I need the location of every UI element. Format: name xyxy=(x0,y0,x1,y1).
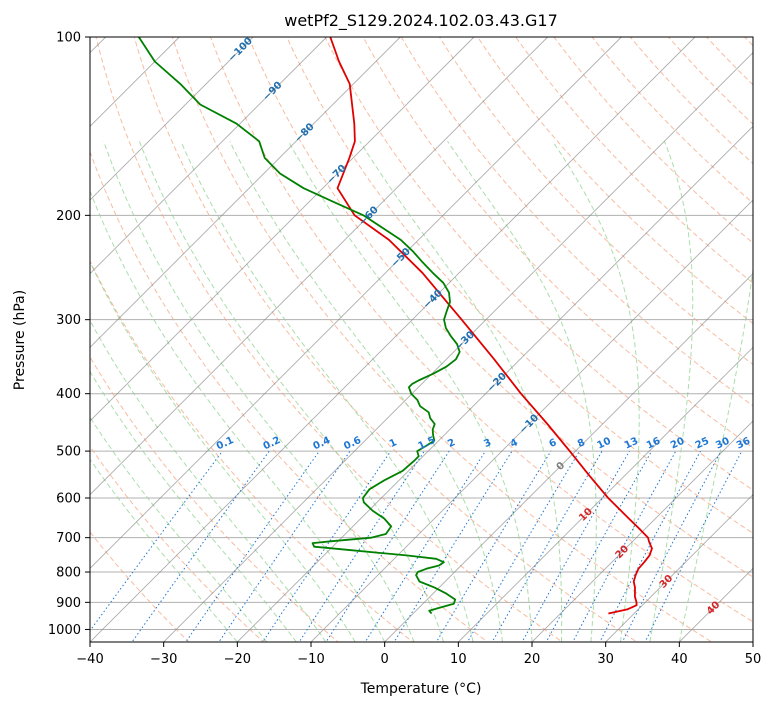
mixing-ratio-label: 16 xyxy=(645,436,662,452)
mixing-ratio-line xyxy=(545,450,653,642)
mixing-ratio-line xyxy=(364,450,486,642)
moist-adiabat xyxy=(138,141,445,642)
moist-adiabat xyxy=(90,319,327,642)
isotherm xyxy=(90,37,548,496)
mixing-ratio-line xyxy=(599,450,701,642)
mixing-ratio-line xyxy=(393,450,513,642)
y-tick-label: 200 xyxy=(56,209,81,224)
dry-adiabat xyxy=(209,37,753,623)
mixing-ratio-label: 20 xyxy=(669,436,686,452)
dry-adiabat xyxy=(95,37,564,642)
mixing-ratio-line xyxy=(131,450,270,642)
mixing-ratio-line xyxy=(298,450,425,642)
y-tick-label: 600 xyxy=(56,492,81,507)
plot-frame xyxy=(89,36,754,643)
isotherm xyxy=(90,37,696,642)
mixing-ratio-label: 36 xyxy=(735,436,752,452)
mixing-ratio-label: 30 xyxy=(714,436,731,452)
moist-adiabat xyxy=(90,370,297,642)
x-tick-label: 50 xyxy=(745,652,762,667)
y-tick-label: 700 xyxy=(56,531,81,546)
mixing-ratio-label: 3 xyxy=(482,437,493,450)
x-tick-label: −30 xyxy=(150,652,177,667)
mixing-ratio-label: 25 xyxy=(694,436,711,452)
dry-adiabat xyxy=(171,37,713,642)
mixing-ratio-line xyxy=(325,450,450,642)
y-tick-label: 500 xyxy=(56,445,81,460)
x-tick-label: 40 xyxy=(671,652,688,667)
isotherm xyxy=(90,37,254,201)
x-axis-title: Temperature (°C) xyxy=(360,681,482,697)
pressure-grid xyxy=(90,37,753,630)
isotherm xyxy=(90,37,327,275)
y-axis-ticks: 100 200 300 400 500 600 700 800 900 1000 xyxy=(48,31,90,638)
isotherm xyxy=(163,52,753,642)
moist-adiabat xyxy=(90,260,356,642)
isotherm xyxy=(605,494,753,642)
y-tick-label: 800 xyxy=(56,566,81,581)
moist-adiabat xyxy=(229,141,503,642)
chart-title: wetPf2_S129.2024.102.03.43.G17 xyxy=(284,11,558,31)
mixing-ratio-line xyxy=(466,450,580,642)
y-tick-label: 100 xyxy=(56,31,81,46)
y-axis-title: Pressure (hPa) xyxy=(12,290,28,390)
x-tick-label: 0 xyxy=(381,652,389,667)
isotherm xyxy=(458,346,753,642)
mixing-ratio-line xyxy=(435,450,552,642)
moist-adiabat xyxy=(552,141,640,642)
x-tick-label: 20 xyxy=(524,652,541,667)
isotherms xyxy=(90,37,753,642)
moist-adiabat xyxy=(90,416,268,642)
y-tick-label: 400 xyxy=(56,387,81,402)
mixing-ratio-label: 2 xyxy=(446,437,457,450)
dry-adiabat xyxy=(400,37,753,407)
mixing-ratio-label: 8 xyxy=(576,437,587,450)
mixing-ratio-label: 6 xyxy=(548,437,559,450)
sounding-profiles xyxy=(138,37,653,615)
moist-adiabat xyxy=(678,265,753,642)
y-tick-label: 300 xyxy=(56,313,81,328)
isotherm xyxy=(90,37,401,348)
y-tick-label: 1000 xyxy=(48,623,81,638)
dewpoint-profile xyxy=(138,37,461,615)
x-axis-ticks: −40 −30 −20 −10 0 10 20 30 40 50 xyxy=(76,642,761,667)
moist-adiabat xyxy=(649,141,694,642)
x-tick-label: 30 xyxy=(597,652,614,667)
mixing-ratio-line xyxy=(491,450,603,642)
mixing-ratio-label: 4 xyxy=(509,437,520,450)
y-tick-label: 900 xyxy=(56,596,81,611)
mixing-ratio-label: 10 xyxy=(596,436,613,452)
moist-adiabat xyxy=(180,141,474,642)
moist-adiabat xyxy=(447,141,597,642)
mixing-ratio-lines xyxy=(90,450,743,642)
dry-adiabat xyxy=(90,356,340,642)
x-tick-label: −40 xyxy=(76,652,103,667)
dry-adiabat xyxy=(515,37,753,284)
x-tick-label: −10 xyxy=(297,652,324,667)
mixing-ratio-label: 13 xyxy=(623,436,640,452)
dry-adiabat xyxy=(133,37,638,642)
dry-adiabat xyxy=(477,37,753,325)
isotherm xyxy=(384,273,753,642)
moist-adiabat xyxy=(359,141,563,642)
temperature-profile xyxy=(329,37,653,615)
x-tick-label: 10 xyxy=(450,652,467,667)
dry-adiabat xyxy=(362,37,753,449)
dry-adiabat xyxy=(90,445,265,642)
isotherm xyxy=(90,37,622,569)
dry-adiabat xyxy=(90,259,414,642)
mixing-ratio-line xyxy=(262,450,392,642)
isotherm xyxy=(531,420,753,642)
isotherm xyxy=(90,37,475,422)
isotherm xyxy=(310,199,753,642)
mixing-ratio-line xyxy=(218,450,351,642)
moist-adiabat xyxy=(288,141,533,642)
dry-adiabat xyxy=(90,531,190,642)
dry-adiabat xyxy=(248,37,753,578)
dry-adiabats xyxy=(90,37,753,642)
mixing-ratio-label: 1 xyxy=(388,437,399,450)
mixing-ratio-line xyxy=(572,450,677,642)
x-tick-label: −20 xyxy=(224,652,251,667)
